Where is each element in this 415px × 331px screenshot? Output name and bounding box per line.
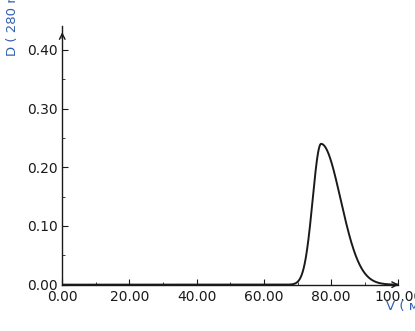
Y-axis label: D ( 280 nm ): D ( 280 nm ) xyxy=(5,0,19,56)
X-axis label: V ( мл ): V ( мл ) xyxy=(386,300,415,313)
